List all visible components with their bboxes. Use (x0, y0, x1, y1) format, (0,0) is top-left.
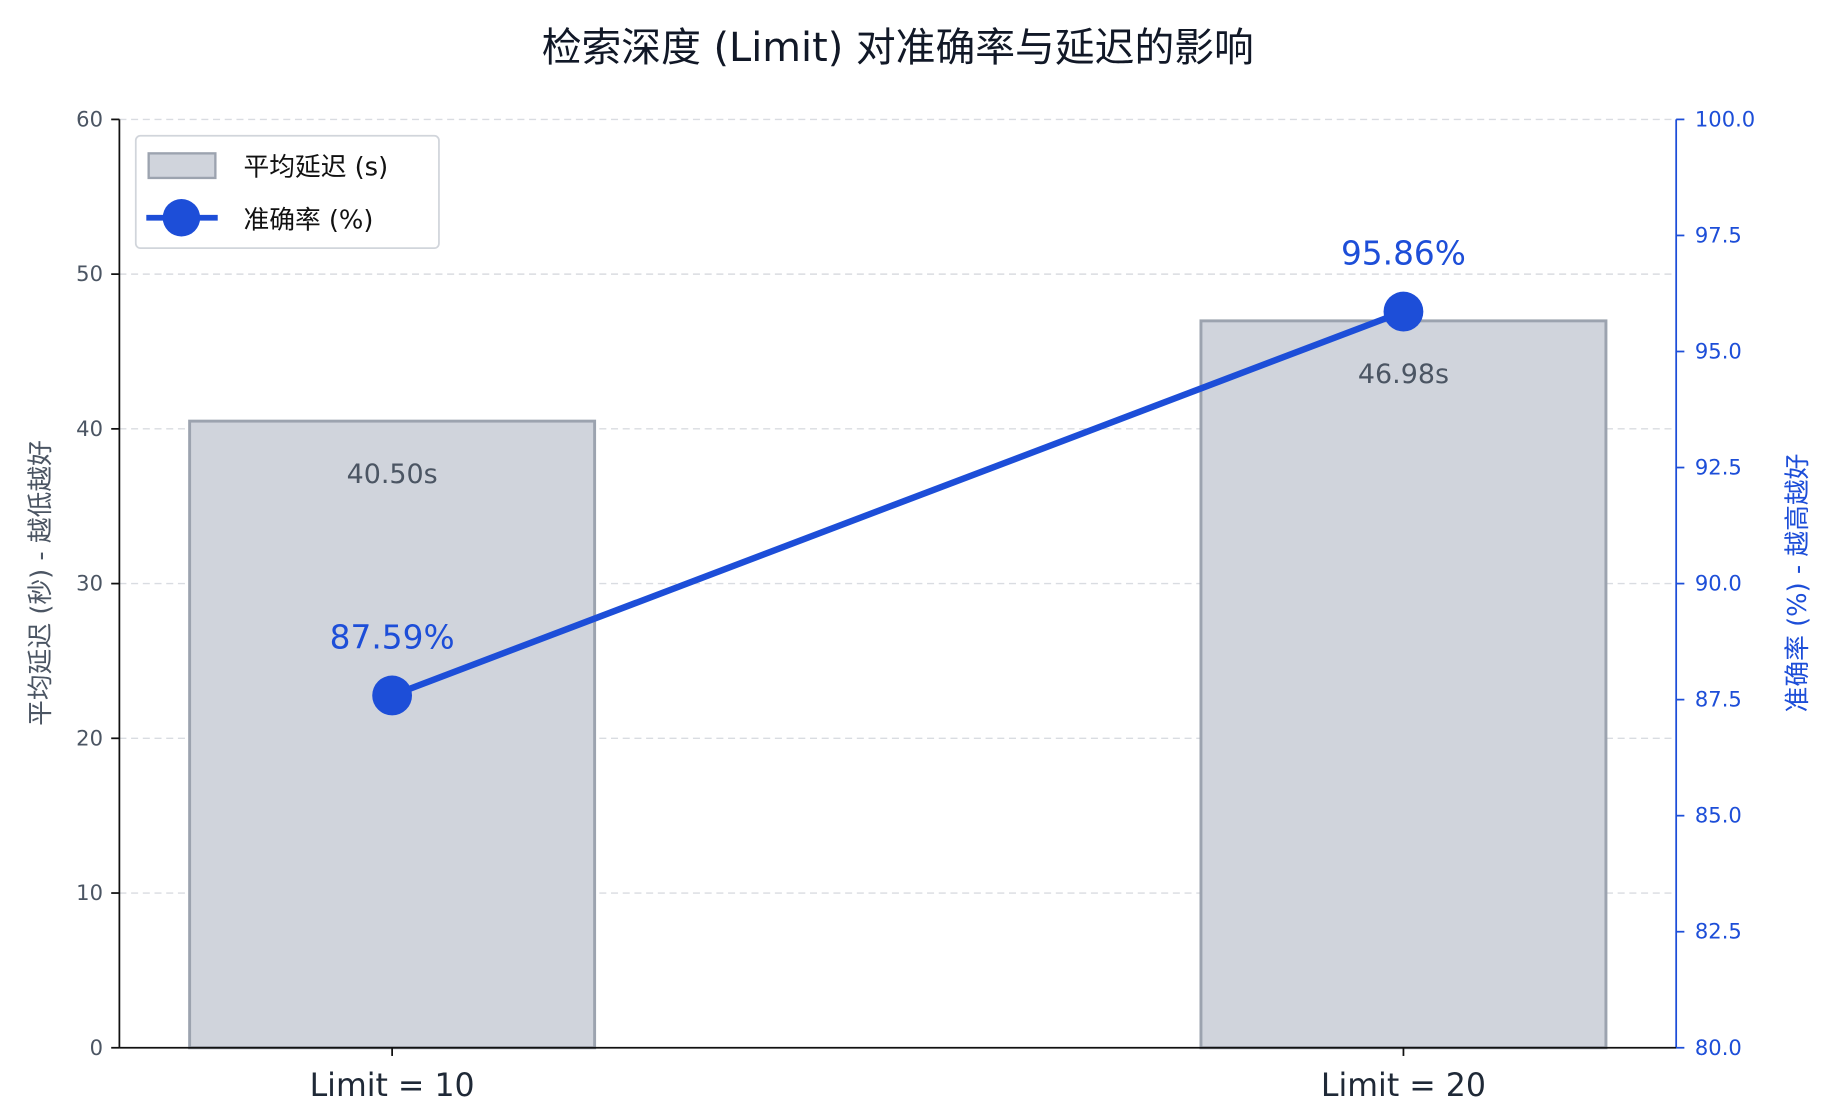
y-axis-label: 平均延迟 (秒) - 越低越好 (26, 440, 56, 726)
chart-title: 检索深度 (Limit) 对准确率与延迟的影响 (542, 25, 1254, 71)
y2-axis-label: 准确率 (%) - 越高越好 (1783, 454, 1813, 713)
bar (1199, 319, 1608, 1050)
bar (188, 419, 597, 1050)
y2-tick-label: 87.5 (1695, 687, 1742, 712)
y2-tick-label: 95.0 (1695, 339, 1742, 364)
accuracy-value-label: 95.86% (1341, 235, 1466, 273)
legend: 平均延迟 (s) 准确率 (%) (134, 134, 440, 250)
y2-tick-label: 97.5 (1695, 222, 1742, 247)
legend-label-accuracy: 准确率 (%) (243, 205, 373, 235)
y2-tick-label: 80.0 (1695, 1035, 1742, 1060)
y-tick-label: 0 (90, 1035, 103, 1060)
legend-label-latency: 平均延迟 (s) (243, 153, 388, 183)
x-tick-label: Limit = 10 (310, 1068, 475, 1104)
y-tick-label: 50 (76, 261, 103, 286)
legend-swatch-marker (162, 199, 201, 237)
accuracy-line (390, 308, 1405, 699)
y-tick-label: 30 (76, 571, 103, 596)
y2-tick-label: 100.0 (1695, 106, 1755, 131)
y-tick-label: 20 (76, 725, 103, 750)
legend-swatch-bar (147, 152, 217, 180)
bar-value-label: 40.50s (347, 459, 438, 490)
accuracy-marker (372, 675, 413, 716)
y2-tick-label: 92.5 (1695, 455, 1742, 480)
y-tick-label: 60 (76, 106, 103, 131)
bar-value-label: 46.98s (1358, 359, 1449, 390)
x-tick-label: Limit = 20 (1321, 1068, 1486, 1104)
y-tick-label: 40 (76, 416, 103, 441)
y2-tick-label: 82.5 (1695, 919, 1742, 944)
y2-tick-label: 90.0 (1695, 571, 1742, 596)
y2-tick-label: 85.0 (1695, 803, 1742, 828)
accuracy-marker (1383, 291, 1424, 332)
y-tick-label: 10 (76, 880, 103, 905)
accuracy-value-label: 87.59% (330, 619, 455, 657)
